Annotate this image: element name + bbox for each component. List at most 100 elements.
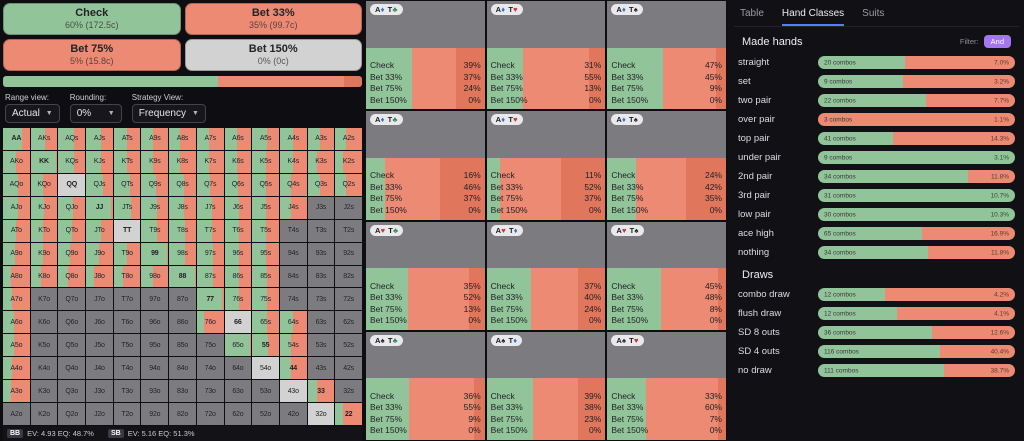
- matrix-cell[interactable]: Q5o: [58, 334, 86, 357]
- matrix-cell[interactable]: 76o: [196, 311, 224, 334]
- matrix-cell[interactable]: K4o: [30, 357, 58, 380]
- matrix-cell[interactable]: Q8o: [58, 265, 86, 288]
- matrix-cell[interactable]: K9o: [30, 242, 58, 265]
- matrix-cell[interactable]: K9s: [141, 150, 169, 173]
- matrix-cell[interactable]: 42o: [279, 403, 307, 425]
- matrix-cell[interactable]: Q2o: [58, 403, 86, 425]
- matrix-cell[interactable]: AQs: [58, 128, 86, 150]
- matrix-cell[interactable]: 43o: [279, 380, 307, 403]
- matrix-cell[interactable]: A6o: [3, 311, 30, 334]
- matrix-cell[interactable]: K8s: [169, 150, 196, 173]
- matrix-cell[interactable]: K5s: [252, 150, 279, 173]
- matrix-cell[interactable]: T5o: [113, 334, 141, 357]
- matrix-cell[interactable]: J3s: [307, 196, 335, 219]
- combo-cell[interactable]: A♦ T♠ Check 24% Bet 33% 42% Bet 75% 35% Bet 150%…: [607, 111, 726, 220]
- matrix-cell[interactable]: KQo: [30, 173, 58, 196]
- matrix-cell[interactable]: 82o: [169, 403, 196, 425]
- matrix-cell[interactable]: KTo: [30, 219, 58, 242]
- matrix-cell[interactable]: AJo: [3, 196, 30, 219]
- matrix-cell[interactable]: 53o: [252, 380, 279, 403]
- matrix-cell[interactable]: T6s: [224, 219, 252, 242]
- matrix-cell[interactable]: 92s: [335, 242, 362, 265]
- matrix-cell[interactable]: A5s: [252, 128, 279, 150]
- matrix-cell[interactable]: 64o: [224, 357, 252, 380]
- hand-class-row[interactable]: nothing 34 combos 11.8%: [738, 243, 1015, 262]
- matrix-cell[interactable]: Q7s: [196, 173, 224, 196]
- combo-cell[interactable]: A♥ T♠ Check 45% Bet 33% 48% Bet 75% 8% Bet 150% 0…: [607, 221, 726, 330]
- matrix-cell[interactable]: J6s: [224, 196, 252, 219]
- hand-class-row[interactable]: over pair 3 combos 1.1%: [738, 110, 1015, 129]
- matrix-cell[interactable]: 73s: [307, 288, 335, 311]
- matrix-cell[interactable]: T6o: [113, 311, 141, 334]
- matrix-cell[interactable]: J6o: [86, 311, 113, 334]
- matrix-cell[interactable]: T8s: [169, 219, 196, 242]
- matrix-cell[interactable]: 22: [335, 403, 362, 425]
- matrix-cell[interactable]: K3s: [307, 150, 335, 173]
- matrix-cell[interactable]: 42s: [335, 357, 362, 380]
- matrix-cell[interactable]: 93o: [141, 380, 169, 403]
- matrix-cell[interactable]: J5o: [86, 334, 113, 357]
- matrix-cell[interactable]: 92o: [141, 403, 169, 425]
- matrix-cell[interactable]: JJ: [86, 196, 113, 219]
- matrix-cell[interactable]: K3o: [30, 380, 58, 403]
- matrix-cell[interactable]: Q3o: [58, 380, 86, 403]
- matrix-cell[interactable]: 62s: [335, 311, 362, 334]
- matrix-cell[interactable]: ATs: [113, 128, 141, 150]
- combo-cell[interactable]: A♠ T♥ Check 33% Bet 33% 60% Bet 75% 7% Bet 150% 0…: [607, 331, 726, 440]
- matrix-cell[interactable]: T3s: [307, 219, 335, 242]
- matrix-cell[interactable]: 77: [196, 288, 224, 311]
- matrix-cell[interactable]: TT: [113, 219, 141, 242]
- strategy-view-select[interactable]: Frequency ▼: [131, 104, 206, 123]
- matrix-cell[interactable]: J9s: [141, 196, 169, 219]
- matrix-cell[interactable]: 62o: [224, 403, 252, 425]
- hand-class-row[interactable]: no draw 111 combos 38.7%: [738, 361, 1015, 380]
- matrix-cell[interactable]: 72s: [335, 288, 362, 311]
- matrix-cell[interactable]: A4s: [279, 128, 307, 150]
- matrix-cell[interactable]: J9o: [86, 242, 113, 265]
- combo-cell[interactable]: A♠ T♦ Check 39% Bet 33% 38% Bet 75% 23% Bet 150%…: [486, 331, 606, 440]
- matrix-cell[interactable]: JTo: [86, 219, 113, 242]
- hand-class-row[interactable]: 3rd pair 31 combos 10.7%: [738, 186, 1015, 205]
- combo-cell[interactable]: A♦ T♣ Check 16% Bet 33% 46% Bet 75% 37% Bet 150%…: [366, 111, 485, 220]
- matrix-cell[interactable]: T2o: [113, 403, 141, 425]
- matrix-cell[interactable]: 76s: [224, 288, 252, 311]
- matrix-cell[interactable]: K5o: [30, 334, 58, 357]
- matrix-cell[interactable]: 99: [141, 242, 169, 265]
- matrix-cell[interactable]: Q9o: [58, 242, 86, 265]
- matrix-cell[interactable]: 64s: [279, 311, 307, 334]
- matrix-cell[interactable]: 74o: [196, 357, 224, 380]
- matrix-cell[interactable]: QJs: [86, 173, 113, 196]
- action-bet-150[interactable]: Bet 150% 0% (0c): [184, 39, 362, 71]
- matrix-cell[interactable]: Q4o: [58, 357, 86, 380]
- action-bet-75[interactable]: Bet 75% 5% (15.8c): [3, 39, 181, 71]
- rounding-select[interactable]: 0% ▼: [69, 104, 122, 123]
- filter-badge[interactable]: And: [983, 35, 1011, 48]
- matrix-cell[interactable]: A9o: [3, 242, 30, 265]
- matrix-cell[interactable]: J3o: [86, 380, 113, 403]
- matrix-cell[interactable]: 84o: [169, 357, 196, 380]
- tab-table[interactable]: Table: [740, 8, 764, 19]
- matrix-cell[interactable]: 87s: [196, 265, 224, 288]
- matrix-cell[interactable]: 52o: [252, 403, 279, 425]
- matrix-cell[interactable]: 73o: [196, 380, 224, 403]
- hand-class-row[interactable]: ace high 65 combos 16.9%: [738, 224, 1015, 243]
- matrix-cell[interactable]: A6s: [224, 128, 252, 150]
- combo-cell[interactable]: A♦ T♥ Check 11% Bet 33% 52% Bet 75% 37% Bet 150%…: [486, 111, 606, 220]
- matrix-cell[interactable]: 54s: [279, 334, 307, 357]
- matrix-cell[interactable]: A4o: [3, 357, 30, 380]
- matrix-cell[interactable]: KJo: [30, 196, 58, 219]
- matrix-cell[interactable]: 75s: [252, 288, 279, 311]
- combo-cell[interactable]: A♦ T♠ Check 47% Bet 33% 45% Bet 75% 9% Bet 150% 0…: [607, 1, 726, 110]
- matrix-cell[interactable]: Q4s: [279, 173, 307, 196]
- combo-cell[interactable]: A♦ T♥ Check 31% Bet 33% 55% Bet 75% 13% Bet 150%…: [486, 1, 606, 110]
- filter-control[interactable]: Filter: And: [960, 35, 1011, 48]
- action-bet-33[interactable]: Bet 33% 35% (99.7c): [184, 3, 362, 35]
- hand-class-row[interactable]: top pair 41 combos 14.3%: [738, 129, 1015, 148]
- hand-class-row[interactable]: SD 8 outs 36 combos 12.6%: [738, 323, 1015, 342]
- matrix-cell[interactable]: QQ: [58, 173, 86, 196]
- matrix-cell[interactable]: 97o: [141, 288, 169, 311]
- matrix-cell[interactable]: 94s: [279, 242, 307, 265]
- matrix-cell[interactable]: 83o: [169, 380, 196, 403]
- matrix-cell[interactable]: 72o: [196, 403, 224, 425]
- matrix-cell[interactable]: A7s: [196, 128, 224, 150]
